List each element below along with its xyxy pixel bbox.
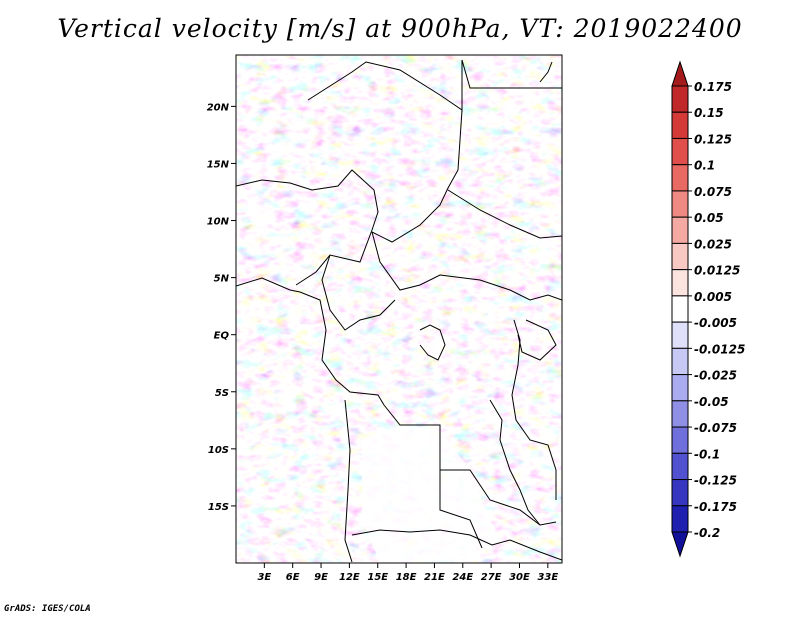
vertical-velocity-field [236, 55, 562, 563]
lat-tick-label: 5N [214, 274, 230, 285]
colorbar-swatch [671, 164, 689, 192]
colorbar-label: 0.15 [694, 106, 724, 120]
colorbar-label: -0.175 [694, 500, 737, 514]
lon-tick-label: 24E [452, 572, 473, 583]
colorbar-swatch [671, 321, 689, 349]
colorbar-swatch [671, 295, 689, 323]
colorbar-swatch [671, 374, 689, 402]
colorbar-label: -0.0125 [694, 342, 745, 356]
lon-tick-label: 3E [257, 572, 271, 583]
colorbar-label: 0.05 [694, 211, 724, 225]
quiet-region [362, 425, 500, 562]
colorbar-swatch [671, 190, 689, 218]
colorbar-swatch [671, 85, 689, 113]
colorbar-swatch [671, 452, 689, 481]
colorbar-swatch [671, 347, 689, 376]
colorbar-label: -0.2 [694, 526, 720, 540]
colorbar-swatch [671, 242, 689, 271]
map-title: Vertical velocity [m/s] at 900hPa, VT: 2… [57, 14, 743, 43]
colorbar-swatch [671, 137, 689, 166]
lat-tick-label: 10S [208, 445, 229, 456]
colorbar-label: 0.1 [694, 159, 715, 173]
colorbar-swatch [671, 400, 689, 428]
colorbar-swatch [671, 505, 689, 533]
colorbar-label: -0.075 [694, 421, 737, 435]
lon-tick-label: 30E [509, 572, 530, 583]
map-frame [235, 54, 563, 564]
colorbar-label: 0.175 [694, 80, 732, 94]
colorbar-label: 0.0125 [694, 264, 740, 278]
lat-tick-label: 10N [207, 217, 230, 228]
lon-tick-label: 12E [339, 572, 360, 583]
lon-tick-label: 6E [286, 572, 300, 583]
colorbar-bottom-extension [671, 531, 689, 558]
lat-tick-label: 15N [207, 159, 230, 170]
lat-tick-label: 5S [215, 388, 229, 399]
colorbar-label: 0.025 [694, 237, 732, 251]
longitude-axis: 3E 6E 9E 12E 15E 18E 21E 24E 27E 30E 33E [257, 563, 558, 583]
colorbar-label: 0.125 [694, 132, 732, 146]
colorbar-swatch [671, 216, 689, 244]
colorbar-label: -0.05 [694, 395, 729, 409]
colorbar-top-extension [671, 60, 689, 87]
lon-tick-label: 15E [367, 572, 388, 583]
colorbar-swatch [671, 426, 689, 454]
colorbar-label: -0.1 [694, 447, 720, 461]
colorbar-label: 0.075 [694, 185, 732, 199]
colorbar-label: -0.025 [694, 369, 737, 383]
political-boundaries [236, 59, 562, 563]
colorbar-swatch [671, 111, 689, 139]
lon-tick-label: 21E [424, 572, 445, 583]
colorbar: 0.175 0.15 0.125 0.1 0.075 0.05 0.025 0.0125 0.0… [671, 60, 745, 558]
lon-tick-label: 33E [537, 572, 558, 583]
colorbar-label: 0.005 [694, 290, 732, 304]
lat-tick-label: 20N [207, 102, 230, 113]
lat-tick-label: EQ [214, 331, 230, 342]
colorbar-swatch [671, 479, 689, 507]
grads-credit: GrADS: IGES/COLA [4, 604, 91, 614]
colorbar-swatch [671, 269, 689, 297]
colorbar-label: -0.005 [694, 316, 737, 330]
colorbar-label: -0.125 [694, 474, 737, 488]
lon-tick-label: 18E [396, 572, 417, 583]
latitude-axis: 20N 15N 10N 5N EQ 5S 10S 15S [207, 102, 236, 513]
lat-tick-label: 15S [208, 502, 229, 513]
lon-tick-label: 27E [481, 572, 502, 583]
lon-tick-label: 9E [314, 572, 328, 583]
